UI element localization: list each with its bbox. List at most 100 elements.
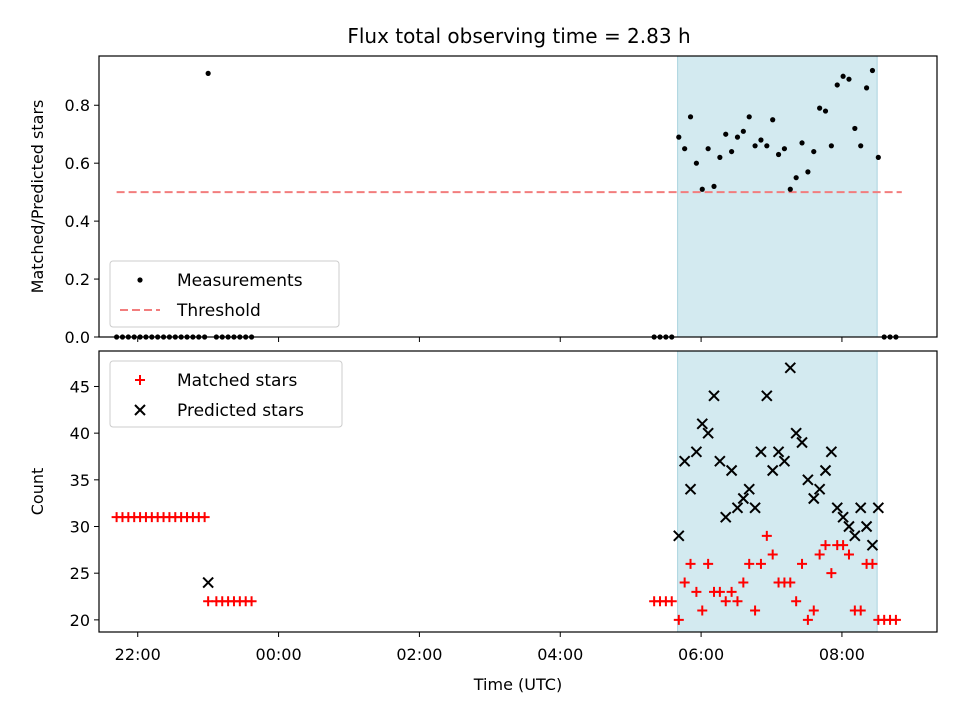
data-point [796,436,808,449]
data-point [755,446,767,458]
y-tick-label: 0.2 [65,270,90,289]
data-point [852,125,858,132]
data-point [691,586,702,597]
data-point [749,502,761,514]
data-point [723,131,729,137]
bottom-panel: 20 25 30 35 40 45 22:00 00:00 02:00 04:00 06:00 08:… [28,350,938,694]
data-point [743,483,755,495]
data-point [696,418,708,430]
data-point [875,154,881,160]
y-tick-label: 35 [70,471,90,490]
data-point [858,143,864,149]
chart-title: Flux total observing time = 2.83 h [347,24,690,48]
data-point [693,160,699,166]
data-point [682,146,688,152]
data-point [699,186,705,192]
x-tick-label: 04:00 [537,645,583,664]
y-tick-label: 0.4 [65,212,90,231]
data-point [720,596,731,607]
data-point [752,143,758,149]
data-point [793,175,799,181]
data-point [673,530,685,542]
data-point [860,520,873,533]
data-point [770,117,776,123]
data-point [690,446,703,458]
data-point [831,502,843,514]
data-point [820,540,831,551]
data-point [843,549,854,560]
data-point [855,605,866,616]
data-point [811,148,817,155]
x-tick-label: 02:00 [396,645,442,664]
data-point [711,183,717,189]
data-point [822,108,829,114]
data-point [767,549,778,560]
data-point [817,105,823,111]
data-point [805,169,811,175]
data-point [758,137,764,143]
y-tick-label: 25 [70,564,90,583]
data-point [725,464,738,477]
y-tick-label: 0.8 [65,96,90,115]
data-point [697,605,708,616]
data-point [855,502,867,514]
data-point [838,540,849,551]
data-point [744,558,755,569]
data-point [787,186,793,192]
data-point [679,577,690,588]
data-point [813,483,826,495]
data-point [808,492,820,505]
data-point [750,605,761,616]
series-1 [111,512,901,625]
data-point [714,455,726,467]
data-point [734,134,741,140]
data-point [703,558,714,569]
data-point [714,586,725,597]
data-point [685,558,696,569]
data-point [846,76,852,82]
data-point [869,67,876,74]
data-point [784,362,796,374]
top-legend: Measurements Threshold [109,260,340,328]
data-point [746,114,752,120]
bottom-data-marks [111,362,901,625]
data-point [866,539,879,551]
data-point [814,549,825,560]
data-point [761,390,773,402]
data-point [834,82,840,88]
data-point [202,576,214,589]
data-point [676,134,682,140]
data-point [828,143,834,149]
data-point [678,455,691,467]
y-tick-label: 40 [70,424,90,443]
data-point [837,511,849,523]
data-point [778,455,791,467]
data-point [797,558,808,569]
data-point [775,151,782,158]
data-point [737,492,750,505]
data-point [764,143,770,149]
data-point [205,70,211,76]
bottom-legend: Matched stars Predicted stars [109,360,343,428]
data-point [808,605,819,616]
data-point [790,427,802,439]
data-point [863,85,870,91]
data-point [687,114,694,120]
legend-swatch [135,375,145,385]
x-tick-label: 06:00 [678,645,724,664]
legend-entry: Measurements [177,271,303,291]
data-point [843,520,855,533]
legend-entry: Matched stars [177,371,297,391]
data-point [720,511,732,523]
data-point [732,596,743,607]
y-tick-label: 30 [70,518,90,537]
data-point [731,502,744,514]
data-point [785,577,796,588]
data-point [791,596,802,607]
data-point [666,596,677,607]
top-y-axis-label: Matched/Predicted stars [28,100,47,294]
data-point [729,148,735,155]
x-tick-label: 08:00 [819,645,865,664]
legend-swatch [134,404,146,416]
